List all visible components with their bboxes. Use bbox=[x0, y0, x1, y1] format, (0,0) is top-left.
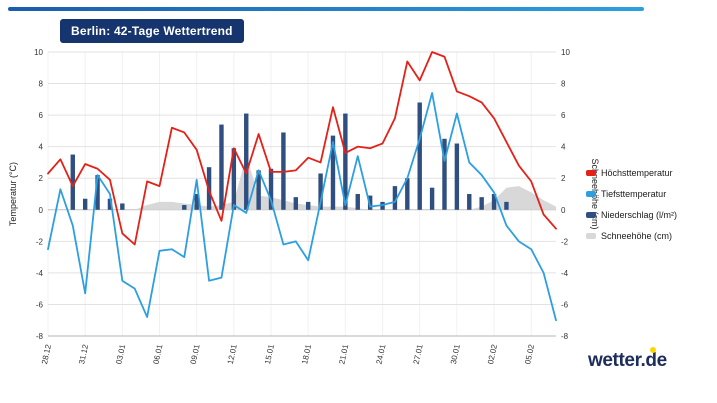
y-tick-right: -6 bbox=[561, 300, 569, 309]
logo-text: wetter.de bbox=[588, 350, 667, 371]
y-tick-right: -4 bbox=[561, 269, 569, 278]
x-tick-label: 21.01 bbox=[337, 343, 350, 365]
x-tick-label: 12.01 bbox=[226, 343, 239, 365]
x-tick-label: 30.01 bbox=[449, 343, 462, 365]
y-tick-left: 2 bbox=[39, 174, 44, 183]
legend-item-min-temp: Tiefsttemperatur bbox=[586, 189, 716, 199]
y-tick-left: -8 bbox=[36, 332, 44, 341]
x-tick-label: 24.01 bbox=[375, 343, 388, 365]
x-tick-label: 15.01 bbox=[263, 343, 276, 365]
weather-trend-chart: -8 -8 -6 -6 -4 -4 -2 -2 0 0 2 2 4 4 6 6 8 8 10 10 28.12 31.12… bbox=[8, 48, 600, 365]
top-accent-bar bbox=[8, 7, 644, 11]
y-tick-right: 10 bbox=[561, 48, 570, 57]
min-temp-marker bbox=[586, 191, 596, 197]
legend-label-max-temp: Höchsttemperatur bbox=[601, 168, 673, 178]
x-tick-label: 27.01 bbox=[412, 343, 425, 365]
min-temp-line bbox=[47, 92, 557, 322]
y-tick-right: 4 bbox=[561, 143, 566, 152]
y-tick-left: -2 bbox=[36, 237, 44, 246]
y-tick-left: 0 bbox=[39, 206, 44, 215]
chart-title: Berlin: 42-Tage Wettertrend bbox=[71, 24, 233, 38]
chart-legend: Höchsttemperatur Tiefsttemperatur Nieder… bbox=[586, 168, 716, 241]
legend-item-precipitation: Niederschlag (l/m²) bbox=[586, 210, 716, 220]
y-tick-left: 6 bbox=[39, 111, 44, 120]
legend-item-snow: Schneehöhe (cm) bbox=[586, 231, 716, 241]
y-tick-right: -8 bbox=[561, 332, 569, 341]
x-tick-label: 09.01 bbox=[189, 343, 202, 365]
y-tick-right: -2 bbox=[561, 237, 569, 246]
snow-marker bbox=[586, 233, 596, 239]
y-tick-left: 8 bbox=[39, 80, 44, 89]
y-tick-left: 4 bbox=[39, 143, 44, 152]
y-tick-left: -4 bbox=[36, 269, 44, 278]
x-tick-label: 02.02 bbox=[486, 343, 499, 365]
precipitation-marker bbox=[586, 212, 596, 218]
left-axis-label: Temperatur (°C) bbox=[8, 162, 18, 226]
y-tick-left: -6 bbox=[36, 300, 44, 309]
x-tick-label: 06.01 bbox=[152, 343, 165, 365]
legend-label-precipitation: Niederschlag (l/m²) bbox=[601, 210, 678, 220]
x-tick-label: 03.01 bbox=[114, 343, 127, 365]
chart-title-badge: Berlin: 42-Tage Wettertrend bbox=[60, 19, 244, 43]
y-tick-left: 10 bbox=[34, 48, 43, 57]
legend-label-min-temp: Tiefsttemperatur bbox=[601, 189, 667, 199]
x-tick-label: 28.12 bbox=[40, 343, 53, 365]
x-tick-label: 05.02 bbox=[523, 343, 536, 365]
max-temp-marker bbox=[586, 170, 596, 176]
y-tick-right: 8 bbox=[561, 80, 566, 89]
legend-label-snow: Schneehöhe (cm) bbox=[601, 231, 673, 241]
x-tick-label: 18.01 bbox=[300, 343, 313, 365]
max-temp-line bbox=[47, 51, 557, 246]
y-tick-right: 0 bbox=[561, 206, 566, 215]
legend-item-max-temp: Höchsttemperatur bbox=[586, 168, 716, 178]
x-tick-label: 31.12 bbox=[77, 343, 90, 365]
logo-yellow-dot bbox=[650, 347, 656, 353]
wetter-de-logo: wetter.de bbox=[588, 347, 667, 372]
y-tick-right: 6 bbox=[561, 111, 566, 120]
y-tick-right: 2 bbox=[561, 174, 566, 183]
